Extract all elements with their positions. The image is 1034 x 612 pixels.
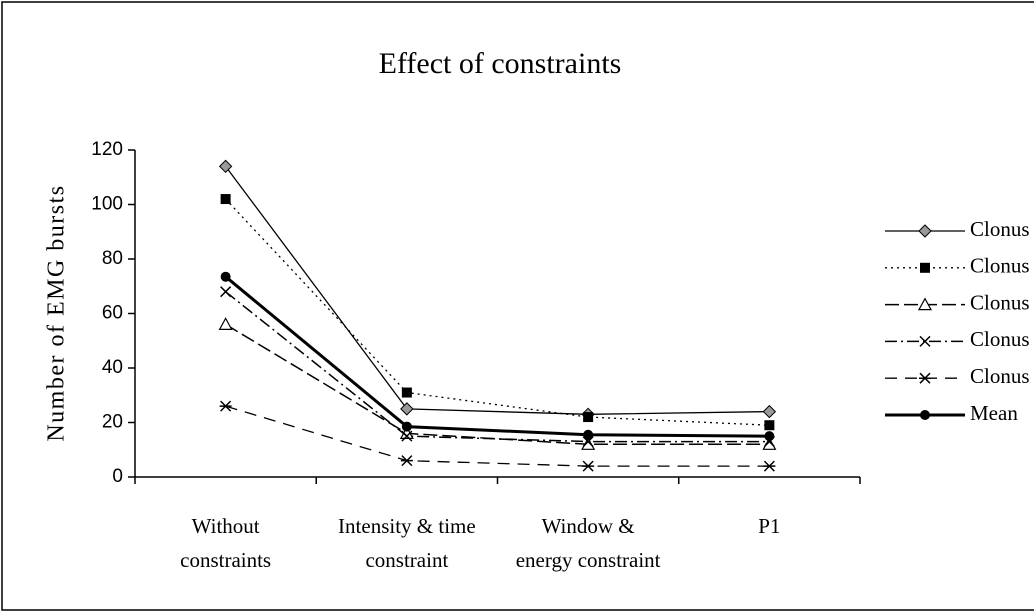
x-tick-label: P1 <box>758 514 780 538</box>
y-tick-label: 40 <box>102 357 123 378</box>
point-marker <box>764 431 775 442</box>
point-marker <box>762 404 777 419</box>
legend-label: Clonus 2 <box>970 254 1034 278</box>
point-marker <box>401 421 412 432</box>
y-tick-label: 100 <box>91 194 123 215</box>
point-marker <box>220 286 232 298</box>
point-marker <box>220 271 231 282</box>
point-marker <box>583 412 594 423</box>
point-marker <box>764 420 775 431</box>
x-tick-label: Intensity & time constraint <box>338 514 476 572</box>
chart-title: Effect of constraints <box>379 47 622 80</box>
legend-marker <box>918 224 932 238</box>
point-marker <box>763 460 776 472</box>
x-tick-label: Without constraints <box>180 514 271 572</box>
point-marker <box>583 429 594 440</box>
point-marker <box>401 430 413 442</box>
point-marker <box>220 194 231 205</box>
y-axis-label: Number of EMG bursts <box>44 184 70 441</box>
legend-marker <box>920 410 930 420</box>
legend-marker <box>919 335 931 347</box>
y-tick-label: 120 <box>91 139 123 160</box>
point-marker <box>219 400 232 412</box>
series-line <box>225 405 770 467</box>
series-line <box>225 165 770 415</box>
point-marker <box>218 317 233 330</box>
point-marker <box>400 455 413 467</box>
legend-label: Clonus 1 <box>970 217 1034 241</box>
series-line <box>225 291 770 443</box>
point-marker <box>582 460 595 472</box>
legend-marker <box>920 262 930 273</box>
y-tick-label: 60 <box>102 303 123 324</box>
legend-marker <box>917 297 933 311</box>
y-tick-label: 0 <box>112 466 123 487</box>
point-marker <box>218 159 233 174</box>
legend-label: Clonus 4 <box>970 327 1034 351</box>
x-tick-label: Window & energy constraint <box>516 514 661 572</box>
legend-marker <box>919 372 931 384</box>
point-marker <box>400 402 414 416</box>
y-tick-label: 20 <box>102 412 123 433</box>
series-line <box>225 198 770 426</box>
legend-label: Mean <box>970 401 1018 425</box>
series-line <box>225 323 770 446</box>
legend-label: Clonus 3 <box>970 290 1034 314</box>
point-marker <box>401 387 412 398</box>
y-tick-label: 80 <box>102 248 123 269</box>
legend-label: Clonus 5 <box>970 364 1034 388</box>
series-line <box>224 275 770 438</box>
